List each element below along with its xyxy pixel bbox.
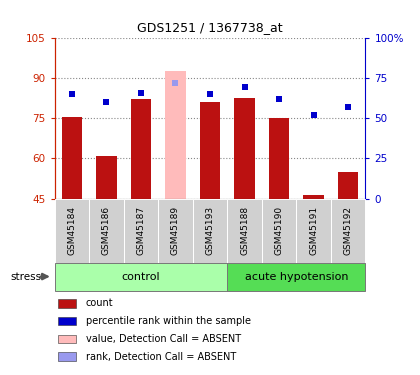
Bar bbox=[227, 262, 365, 291]
Bar bbox=[165, 71, 186, 199]
Bar bbox=[58, 317, 76, 326]
Bar bbox=[193, 199, 227, 262]
Text: GSM45191: GSM45191 bbox=[309, 206, 318, 255]
Bar bbox=[269, 118, 289, 199]
Bar bbox=[262, 199, 297, 262]
Bar bbox=[55, 262, 227, 291]
Bar bbox=[331, 199, 365, 262]
Bar bbox=[55, 199, 89, 262]
Bar bbox=[131, 99, 151, 199]
Text: percentile rank within the sample: percentile rank within the sample bbox=[86, 316, 251, 326]
Text: GSM45186: GSM45186 bbox=[102, 206, 111, 255]
Bar bbox=[123, 199, 158, 262]
Text: GSM45193: GSM45193 bbox=[205, 206, 215, 255]
Text: rank, Detection Call = ABSENT: rank, Detection Call = ABSENT bbox=[86, 352, 236, 362]
Bar bbox=[58, 352, 76, 361]
Bar bbox=[227, 199, 262, 262]
Bar bbox=[297, 199, 331, 262]
Text: GSM45187: GSM45187 bbox=[136, 206, 145, 255]
Bar bbox=[158, 199, 193, 262]
Bar bbox=[61, 117, 82, 199]
Bar bbox=[200, 102, 221, 199]
Bar bbox=[338, 172, 359, 199]
Bar bbox=[96, 156, 117, 199]
Text: GSM45188: GSM45188 bbox=[240, 206, 249, 255]
Title: GDS1251 / 1367738_at: GDS1251 / 1367738_at bbox=[137, 21, 283, 33]
Text: GSM45192: GSM45192 bbox=[344, 206, 353, 255]
Text: value, Detection Call = ABSENT: value, Detection Call = ABSENT bbox=[86, 334, 241, 344]
Text: GSM45184: GSM45184 bbox=[67, 206, 76, 255]
Bar bbox=[234, 98, 255, 199]
Text: control: control bbox=[122, 272, 160, 282]
Bar bbox=[89, 199, 123, 262]
Text: acute hypotension: acute hypotension bbox=[244, 272, 348, 282]
Text: stress: stress bbox=[11, 272, 42, 282]
Bar bbox=[303, 195, 324, 199]
Text: count: count bbox=[86, 298, 113, 308]
Bar bbox=[58, 299, 76, 307]
Text: GSM45189: GSM45189 bbox=[171, 206, 180, 255]
Text: GSM45190: GSM45190 bbox=[275, 206, 284, 255]
Bar bbox=[58, 334, 76, 343]
